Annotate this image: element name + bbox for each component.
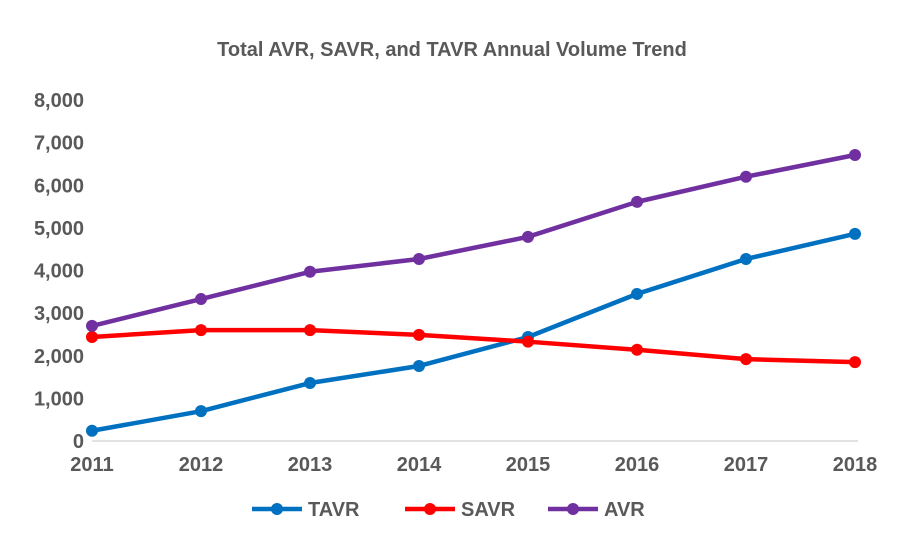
x-tick-label: 2014 <box>397 454 442 476</box>
data-point-avr <box>849 148 861 161</box>
data-point-avr <box>522 230 534 243</box>
y-tick-label: 7,000 <box>34 133 84 155</box>
data-point-tavr <box>86 424 98 437</box>
data-point-tavr <box>740 252 752 265</box>
legend-marker <box>567 503 579 515</box>
data-point-tavr <box>631 287 643 300</box>
legend-item-tavr: TAVR <box>252 499 360 521</box>
data-point-avr <box>86 319 98 332</box>
data-point-avr <box>413 252 425 265</box>
data-point-savr <box>631 343 643 356</box>
data-point-savr <box>304 324 316 337</box>
series-line-savr <box>91 327 856 365</box>
legend-item-avr: AVR <box>548 499 645 521</box>
y-tick-label: 3,000 <box>34 303 84 325</box>
x-tick-label: 2011 <box>70 454 113 476</box>
legend-marker <box>271 503 283 515</box>
data-point-savr <box>413 328 425 341</box>
data-point-avr <box>304 265 316 278</box>
legend-marker <box>424 503 436 515</box>
data-point-savr <box>740 353 752 366</box>
series-savr <box>86 324 861 369</box>
series-line-avr <box>91 152 856 329</box>
data-point-savr <box>522 335 534 348</box>
data-point-savr <box>86 330 98 343</box>
legend-label: TAVR <box>308 499 360 521</box>
series-avr <box>86 148 861 332</box>
y-tick-label: 5,000 <box>34 218 84 240</box>
legend-label: SAVR <box>461 499 516 521</box>
data-point-avr <box>631 195 643 208</box>
legend-label: AVR <box>604 499 645 521</box>
y-tick-label: 8,000 <box>34 90 84 112</box>
series-line-tavr <box>91 231 856 433</box>
data-point-savr <box>849 356 861 369</box>
data-point-tavr <box>195 405 207 418</box>
y-tick-label: 0 <box>73 431 84 453</box>
x-tick-label: 2012 <box>179 454 224 476</box>
x-tick-label: 2018 <box>833 454 878 476</box>
data-point-savr <box>195 324 207 337</box>
legend-item-savr: SAVR <box>405 499 516 521</box>
y-tick-label: 2,000 <box>34 346 84 368</box>
x-tick-label: 2016 <box>615 454 660 476</box>
x-tick-label: 2017 <box>724 454 769 476</box>
data-point-avr <box>740 170 752 183</box>
data-point-tavr <box>413 359 425 372</box>
x-tick-label: 2015 <box>506 454 551 476</box>
data-point-avr <box>195 293 207 306</box>
y-tick-label: 1,000 <box>34 388 84 410</box>
chart-title: Total AVR, SAVR, and TAVR Annual Volume … <box>217 39 687 61</box>
x-tick-label: 2013 <box>288 454 333 476</box>
y-tick-label: 4,000 <box>34 261 84 283</box>
data-point-tavr <box>304 377 316 390</box>
data-point-tavr <box>849 227 861 240</box>
y-tick-label: 6,000 <box>34 175 84 197</box>
